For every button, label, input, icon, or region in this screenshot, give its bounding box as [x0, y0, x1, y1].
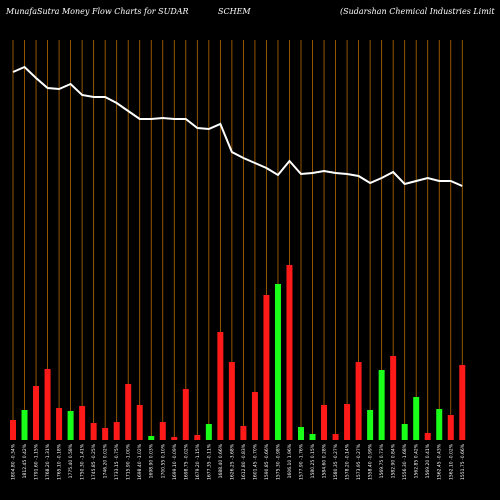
bar	[148, 436, 155, 440]
x-tick-label: 1746.20 0.02%	[103, 443, 109, 478]
x-tick-label: 1791.60 -1.15%	[34, 443, 40, 480]
x-tick-label: 1698.90 0.03%	[149, 443, 155, 478]
bar	[90, 423, 97, 440]
bar	[136, 405, 143, 440]
x-tick-label: 1768.20 -1.31%	[45, 443, 51, 480]
bar	[205, 424, 212, 440]
x-tick-label: 1575.30 -0.98%	[275, 443, 281, 480]
bar	[355, 362, 362, 440]
bar	[436, 409, 443, 440]
bar	[56, 408, 63, 440]
x-tick-label: 1582.90 0.84%	[391, 443, 397, 478]
bar	[321, 405, 328, 440]
x-tick-label: 1580.25 0.15%	[310, 443, 316, 478]
bar	[33, 386, 40, 440]
bar	[378, 370, 385, 440]
x-tick-label: 1573.95 -0.27%	[356, 443, 362, 480]
chart-title: MunafaSutra Money Flow Charts for SUDAR	[5, 7, 189, 16]
bar	[10, 420, 16, 440]
bar	[125, 384, 132, 440]
bar	[251, 392, 258, 440]
bar	[194, 435, 201, 440]
x-tick-label: 1677.35 -0.11%	[206, 443, 212, 480]
x-tick-label: 1698.40 -1.02%	[137, 443, 143, 480]
x-tick-label: 1590.85 -0.66%	[264, 443, 270, 480]
bar	[298, 427, 304, 440]
x-tick-label: 1577.90 -1.76%	[299, 443, 305, 480]
bar	[228, 362, 235, 440]
bar	[286, 265, 293, 440]
bar	[44, 369, 51, 440]
bar	[309, 434, 316, 440]
bar	[102, 428, 109, 440]
bar	[21, 410, 28, 440]
bar	[182, 389, 189, 440]
price-line	[12, 65, 463, 187]
x-tick-label: 1750.30 -1.41%	[80, 443, 86, 480]
x-tick-label: 1578.20 -0.14%	[345, 443, 351, 480]
x-tick-label: 1551.75 -0.66%	[460, 443, 466, 480]
x-tick-label: 1569.75 0.73%	[379, 443, 385, 478]
bar	[171, 437, 178, 440]
bar	[159, 422, 166, 440]
bar	[367, 410, 374, 440]
x-tick-label: 1558.40 -0.99%	[368, 443, 374, 480]
x-tick-label: 1601.45 -0.70%	[252, 443, 258, 480]
x-tick-label: 1698.75 -0.02%	[183, 443, 189, 480]
bar	[413, 397, 420, 440]
x-tick-label: 1699.10 -0.09%	[172, 443, 178, 480]
bar	[344, 404, 351, 440]
x-tick-label: 1562.10 -0.02%	[448, 443, 454, 480]
x-tick-label: 1556.30 -1.68%	[402, 443, 408, 480]
bar	[67, 411, 74, 440]
x-tick-label: 1580.35 -0.27%	[333, 443, 339, 480]
x-tick-label: 1775.40 0.58%	[68, 443, 74, 478]
bar	[263, 295, 270, 440]
x-tick-label: 1679.20 -1.15%	[195, 443, 201, 480]
bar	[332, 434, 339, 440]
bar	[79, 406, 86, 440]
chart-title: (Sudarshan Chemical Industries Limit	[340, 7, 495, 16]
x-tick-label: 1562.45 -0.43%	[437, 443, 443, 480]
bar	[459, 365, 466, 440]
chart-title: SCHEM	[218, 7, 251, 16]
x-tick-label: 1715.90 -1.00%	[126, 443, 132, 480]
x-tick-label: 1700.55 0.10%	[160, 443, 166, 478]
x-tick-label: 1562.85 0.42%	[414, 443, 420, 478]
x-tick-label: 1626.25 -3.68%	[229, 443, 235, 480]
x-tick-label: 1733.15 -0.75%	[114, 443, 120, 480]
x-tick-label: 1569.20 0.41%	[425, 443, 431, 478]
bar	[217, 332, 224, 440]
x-tick-label: 1606.10 1.96%	[287, 443, 293, 478]
x-tick-label: 1688.40 0.66%	[218, 443, 224, 478]
bar	[424, 433, 431, 440]
bar	[113, 422, 120, 440]
bar	[390, 356, 397, 440]
bar	[240, 426, 247, 440]
x-tick-label: 1812.45 0.42%	[22, 443, 28, 478]
x-tick-label: 1745.85 -0.25%	[91, 443, 97, 480]
x-tick-label: 1765.10 -0.18%	[57, 443, 63, 480]
bar	[274, 284, 281, 440]
x-tick-label: 1612.80 -0.83%	[241, 443, 247, 480]
bar	[401, 424, 408, 440]
bar	[447, 415, 454, 440]
x-tick-label: 1584.60 0.28%	[322, 443, 328, 478]
x-tick-label: 1804.80 -0.34%	[11, 443, 17, 480]
